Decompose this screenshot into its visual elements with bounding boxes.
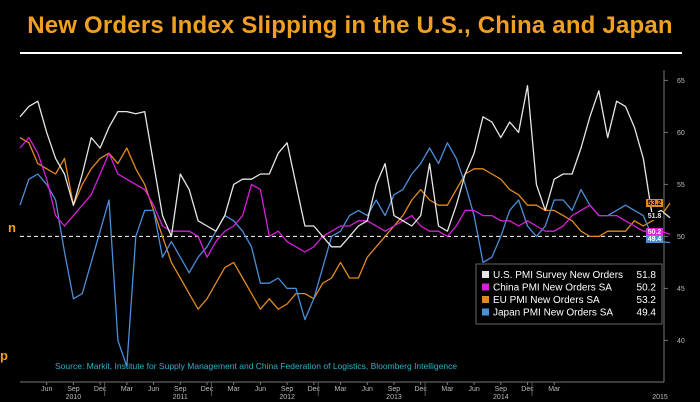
legend-entry-value: 49.4: [637, 308, 657, 319]
end-value-badge: [646, 228, 663, 236]
legend-entry-value: 53.2: [637, 295, 657, 306]
y-tick-label: 55: [677, 182, 685, 189]
title-rule: [20, 52, 682, 54]
legend-entry-label: U.S. PMI Survey New Orders: [493, 270, 623, 281]
legend-entry-value: 51.8: [637, 270, 657, 281]
x-tick-label: Jun: [468, 386, 479, 393]
legend-swatch: [482, 308, 489, 316]
x-year-label: 2015: [652, 394, 668, 401]
x-year-label: 2010: [66, 394, 82, 401]
x-tick-label: Sep: [495, 386, 508, 393]
x-tick-label: Dec: [521, 386, 534, 393]
x-tick-label: Jun: [255, 386, 266, 393]
y-tick-label: 45: [677, 286, 685, 293]
x-tick-label: Mar: [121, 386, 134, 393]
x-tick-label: Sep: [281, 386, 294, 393]
end-value-label: 51.8: [648, 213, 662, 220]
end-value-badge: [646, 199, 663, 207]
end-value-badge: [646, 235, 663, 243]
clipped-text-fragment: p: [0, 348, 8, 363]
y-tick-label: 65: [677, 78, 685, 85]
x-year-label: 2012: [279, 394, 295, 401]
series-line-eu-line: [19, 137, 671, 310]
end-value-label: 50.2: [648, 229, 662, 236]
chart-title: New Orders Index Slipping in the U.S., C…: [27, 12, 673, 39]
x-year-label: 2014: [493, 394, 509, 401]
y-tick-label: 40: [677, 338, 685, 345]
legend-swatch: [482, 283, 489, 291]
x-tick-label: Dec: [94, 386, 107, 393]
series-line-japan-line: [19, 142, 671, 368]
x-tick-label: Mar: [441, 386, 454, 393]
x-tick-label: Mar: [548, 386, 561, 393]
legend-box: [475, 263, 663, 325]
x-tick-label: Sep: [388, 386, 401, 393]
end-value-label: 53.2: [648, 200, 662, 207]
clipped-text-fragment: n: [8, 220, 16, 235]
legend-entry-label: EU PMI New Orders SA: [493, 295, 600, 306]
end-value-badge: [646, 212, 663, 220]
source-note: Source: Markit, Institute for Supply Man…: [55, 361, 457, 371]
x-tick-label: Jun: [41, 386, 52, 393]
x-year-label: 2011: [173, 394, 188, 401]
x-tick-label: Jun: [148, 386, 159, 393]
series-line-us-line: [19, 84, 671, 248]
x-year-label: 2013: [386, 394, 402, 401]
x-tick-label: Mar: [335, 386, 348, 393]
x-tick-label: Sep: [67, 386, 80, 393]
legend-entry-label: Japan PMI New Orders SA: [493, 308, 613, 319]
x-tick-label: Jun: [362, 386, 373, 393]
x-tick-label: Dec: [308, 386, 321, 393]
end-value-label: 49.4: [648, 236, 662, 243]
x-tick-label: Mar: [228, 386, 241, 393]
x-tick-label: Dec: [414, 386, 427, 393]
y-tick-label: 50: [677, 234, 685, 241]
y-tick-label: 60: [677, 130, 685, 137]
legend-swatch: [482, 296, 489, 303]
legend-swatch: [482, 271, 489, 278]
legend-entry-label: China PMI New Orders SA: [493, 283, 612, 294]
series-line-china-line: [19, 136, 671, 258]
x-tick-label: Dec: [201, 386, 214, 393]
x-tick-label: Sep: [174, 386, 187, 393]
legend-entry-value: 50.2: [637, 283, 657, 294]
